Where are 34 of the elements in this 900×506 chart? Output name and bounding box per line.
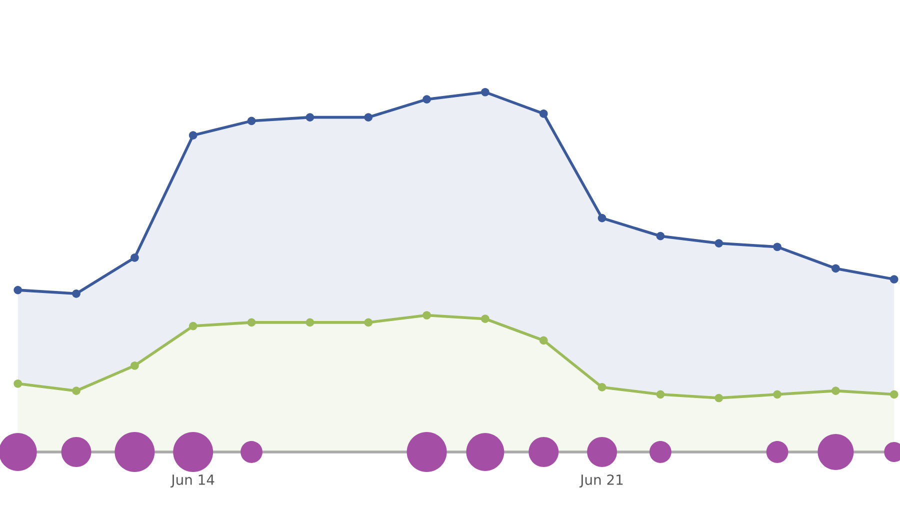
point [714, 239, 724, 248]
point [14, 286, 22, 294]
point [773, 390, 782, 399]
point [539, 336, 548, 345]
point [656, 390, 665, 399]
point [656, 232, 665, 240]
point [422, 95, 431, 104]
point [188, 131, 198, 140]
point [773, 242, 782, 252]
point [890, 390, 898, 399]
point [832, 386, 840, 395]
point [14, 379, 22, 388]
point [306, 113, 314, 122]
point [72, 386, 80, 395]
point [188, 322, 198, 330]
point [247, 318, 256, 327]
point [130, 254, 139, 262]
x-tick-label: Jun 14 [170, 474, 214, 488]
point [72, 289, 80, 298]
point [598, 214, 606, 222]
point [481, 88, 490, 96]
point [832, 264, 840, 273]
point [598, 383, 606, 392]
point [306, 318, 314, 327]
point [481, 314, 490, 324]
point [890, 275, 898, 284]
point [130, 361, 139, 370]
point [714, 394, 724, 402]
point [422, 311, 431, 320]
point [247, 116, 256, 126]
point [539, 110, 548, 118]
x-tick-label: Jun 21 [579, 474, 623, 488]
point [364, 113, 373, 122]
point [364, 318, 373, 327]
